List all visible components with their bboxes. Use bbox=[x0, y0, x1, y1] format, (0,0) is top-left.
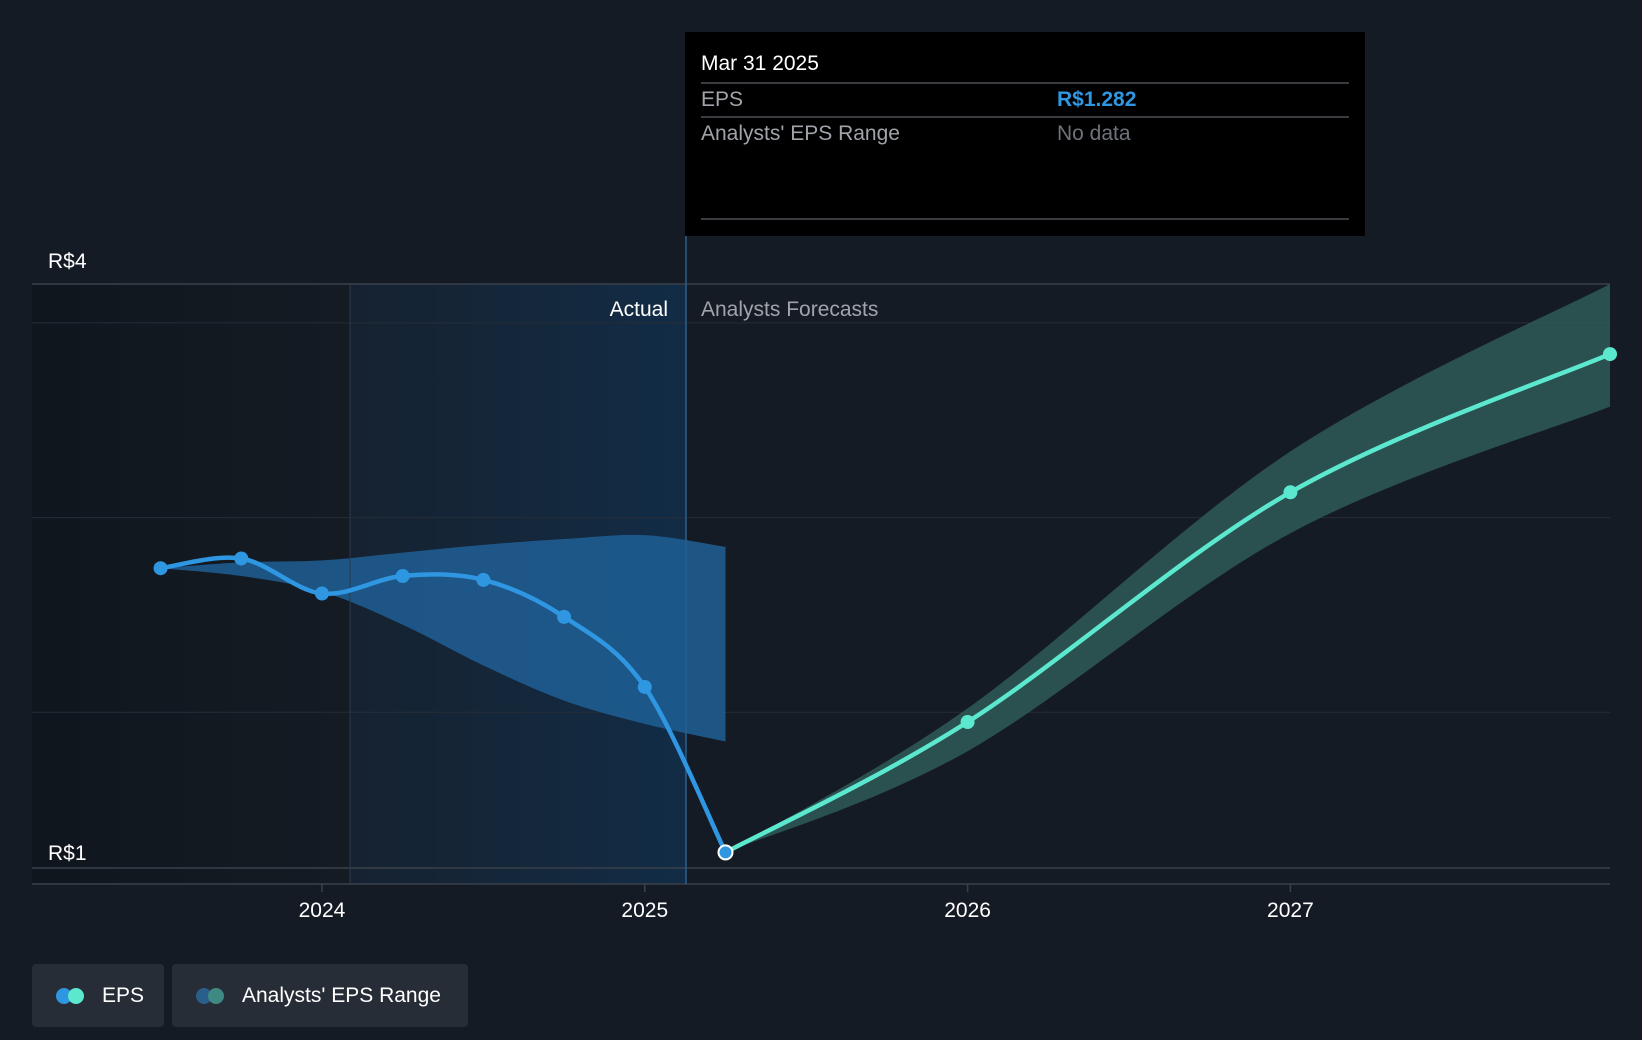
tooltip-background bbox=[685, 32, 1365, 236]
legend-label: Analysts' EPS Range bbox=[242, 983, 441, 1007]
x-tick-label: 2026 bbox=[944, 899, 991, 922]
y-axis-labels: R$4 R$1 bbox=[48, 250, 87, 865]
eps-forecast-point[interactable] bbox=[960, 715, 975, 729]
legend-dot bbox=[68, 987, 84, 1004]
y-tick-label: R$1 bbox=[48, 842, 87, 865]
tooltip-eps-value: R$1.282 bbox=[1057, 88, 1136, 111]
actual-eps-range-band bbox=[160, 534, 726, 742]
eps-forecast-point[interactable] bbox=[1283, 485, 1298, 500]
y-tick-label: R$4 bbox=[48, 250, 87, 273]
eps-actual-point[interactable] bbox=[153, 561, 168, 576]
x-tick-label: 2025 bbox=[621, 899, 668, 922]
eps-actual-point[interactable] bbox=[637, 679, 652, 694]
eps-actual-point[interactable] bbox=[314, 586, 329, 601]
eps-markers bbox=[153, 347, 1617, 861]
gridlines bbox=[32, 283, 1610, 885]
legend-eps[interactable]: EPS bbox=[32, 964, 164, 1027]
eps-actual-point[interactable] bbox=[395, 569, 410, 583]
tooltip-range-value: No data bbox=[1057, 122, 1131, 145]
tooltip-eps-label: EPS bbox=[701, 88, 743, 111]
eps-legend-icon bbox=[56, 987, 88, 1004]
tooltip-range-label: Analysts' EPS Range bbox=[701, 122, 900, 145]
eps-forecast-line bbox=[723, 351, 1613, 855]
legend-analysts-eps-range[interactable]: Analysts' EPS Range bbox=[172, 964, 468, 1027]
legend-dot bbox=[208, 987, 224, 1004]
x-tick-label: 2027 bbox=[1267, 899, 1314, 922]
x-axis-labels: 2024 2025 2026 2027 bbox=[299, 884, 1314, 922]
forecast-section-label: Analysts Forecasts bbox=[701, 298, 878, 321]
forecast-eps-range-band bbox=[725, 284, 1610, 853]
x-tick-label: 2024 bbox=[299, 899, 346, 922]
eps-actual-point[interactable] bbox=[234, 551, 249, 566]
tooltip: Mar 31 2025 EPS R$1.282 Analysts' EPS Ra… bbox=[685, 32, 1365, 236]
eps-actual-point[interactable] bbox=[557, 609, 572, 624]
legend-label: EPS bbox=[102, 983, 145, 1007]
eps-forecast-point[interactable] bbox=[1603, 347, 1617, 362]
tooltip-date: Mar 31 2025 bbox=[701, 52, 819, 75]
eps-selected-point[interactable] bbox=[717, 844, 734, 861]
actual-section-label: Actual bbox=[610, 298, 668, 321]
range-legend-icon bbox=[196, 987, 228, 1004]
eps-actual-point[interactable] bbox=[476, 572, 491, 587]
